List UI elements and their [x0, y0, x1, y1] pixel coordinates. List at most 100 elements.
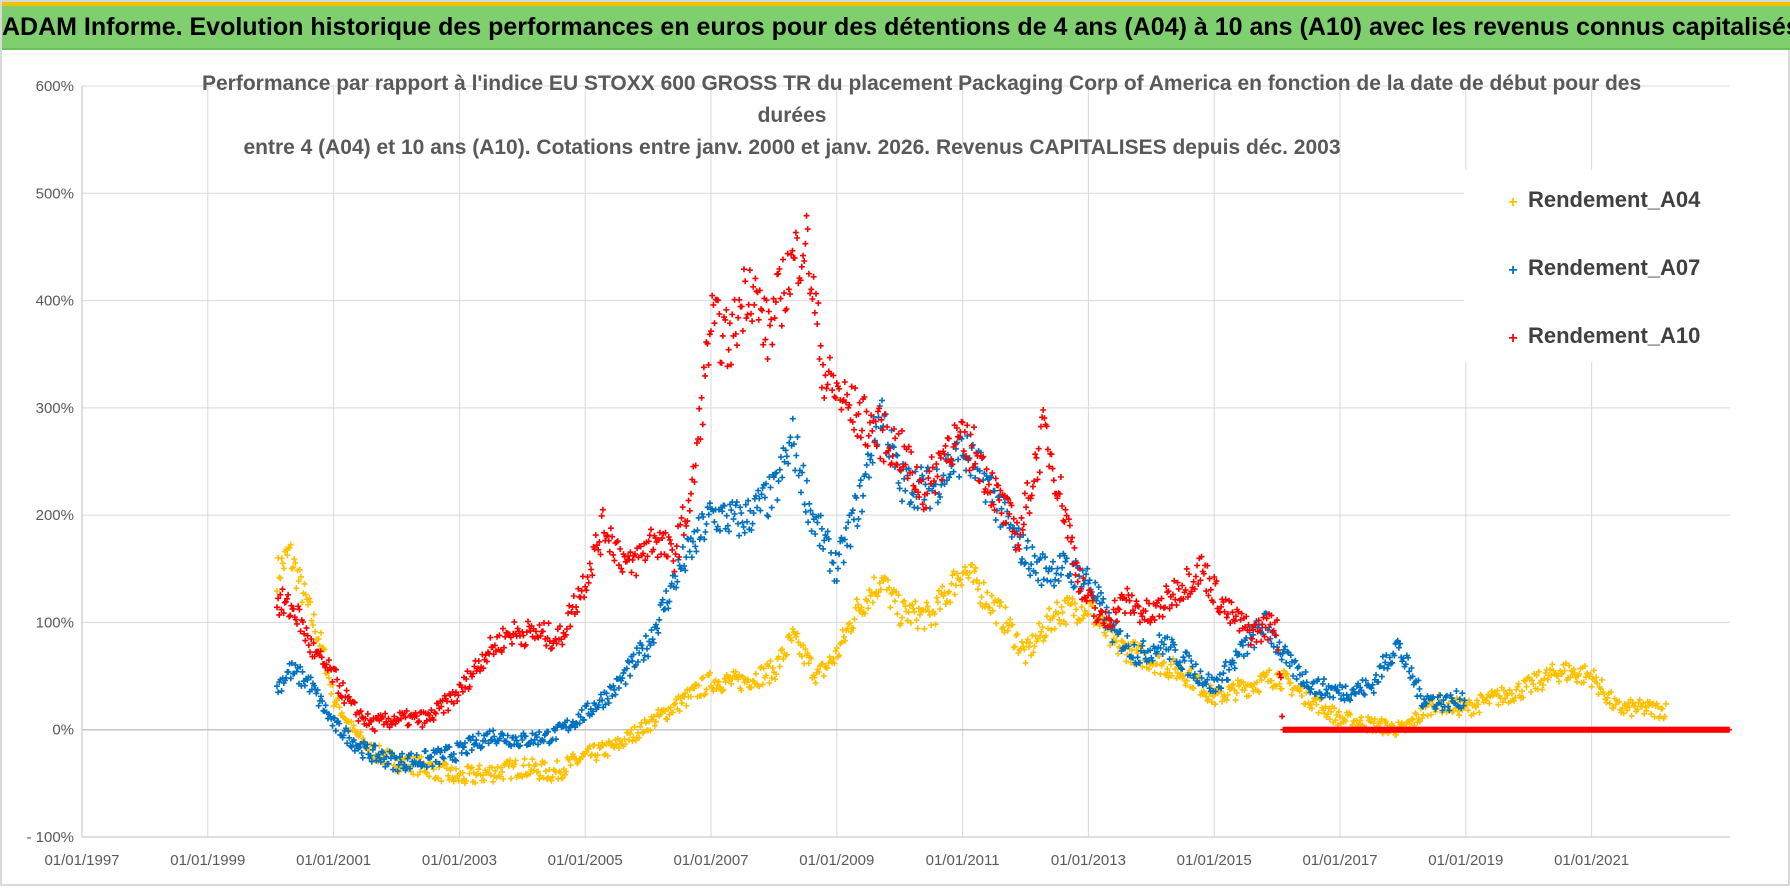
data-point — [1205, 671, 1212, 678]
data-point — [732, 502, 739, 509]
data-point — [971, 568, 978, 575]
data-point — [1397, 640, 1404, 647]
data-point — [1640, 700, 1647, 707]
data-point — [453, 757, 459, 764]
data-point — [1499, 699, 1506, 706]
data-point — [297, 663, 304, 670]
data-point — [615, 745, 622, 752]
data-point — [500, 776, 507, 782]
data-point — [655, 537, 662, 544]
data-point — [899, 427, 905, 434]
data-point — [1040, 576, 1047, 583]
data-point — [476, 762, 483, 769]
data-point — [326, 674, 332, 681]
data-point — [1287, 679, 1294, 686]
x-tick-label: 01/01/2017 — [1302, 852, 1377, 869]
data-point — [1298, 693, 1305, 699]
data-point — [293, 585, 300, 592]
data-point — [996, 497, 1003, 504]
data-point — [336, 720, 343, 727]
data-point — [868, 452, 875, 459]
data-point — [858, 604, 865, 611]
data-point — [499, 625, 506, 632]
data-point — [636, 649, 643, 656]
data-point — [1222, 596, 1229, 603]
data-point — [1292, 657, 1299, 664]
data-point — [830, 655, 837, 662]
data-point — [467, 737, 474, 744]
data-point — [1375, 678, 1382, 685]
data-point — [1056, 616, 1063, 623]
data-point — [803, 477, 810, 484]
data-point — [764, 512, 771, 519]
data-point — [1608, 689, 1615, 695]
data-point — [1023, 544, 1030, 551]
data-point — [1494, 687, 1501, 694]
chart-title-line-3: entre 4 (A04) et 10 ans (A10). Cotations… — [243, 136, 1341, 159]
data-point — [475, 766, 482, 773]
data-point — [969, 464, 976, 471]
data-point — [1086, 577, 1093, 584]
data-point — [1191, 671, 1198, 678]
data-point — [1166, 656, 1173, 663]
data-point — [508, 743, 515, 749]
data-point — [775, 270, 782, 277]
data-point — [438, 703, 445, 710]
data-point — [691, 479, 698, 485]
data-point — [653, 621, 659, 628]
data-point — [304, 632, 311, 639]
data-point — [751, 301, 758, 308]
data-point — [438, 778, 445, 785]
data-point — [1214, 605, 1221, 612]
data-point — [904, 475, 911, 482]
data-point — [491, 642, 498, 649]
data-point — [432, 758, 439, 765]
data-point — [589, 572, 596, 579]
data-point — [538, 761, 545, 768]
data-point — [1158, 595, 1165, 602]
data-point — [1259, 621, 1266, 628]
data-point — [511, 619, 518, 625]
data-point — [1347, 697, 1354, 704]
data-point — [656, 529, 663, 536]
data-point — [1151, 645, 1158, 652]
data-point — [512, 734, 519, 741]
data-point — [711, 518, 718, 525]
data-point — [629, 657, 636, 664]
data-point — [1378, 673, 1385, 680]
data-point — [1107, 642, 1114, 649]
data-point — [1035, 445, 1042, 452]
data-point — [844, 391, 851, 398]
data-point — [923, 599, 930, 606]
data-point — [1200, 570, 1207, 577]
data-point — [1561, 667, 1568, 674]
data-point — [780, 256, 786, 263]
data-point — [1147, 619, 1154, 626]
data-point — [613, 539, 620, 546]
data-point — [423, 769, 430, 776]
data-point — [745, 497, 752, 504]
data-point — [774, 497, 781, 504]
data-point — [960, 448, 967, 455]
data-point — [809, 511, 816, 518]
data-point — [832, 395, 839, 401]
data-point — [1235, 608, 1242, 615]
data-point — [413, 713, 420, 719]
data-point — [682, 690, 689, 697]
data-point — [1406, 668, 1413, 675]
data-point — [1319, 680, 1326, 687]
data-point — [609, 693, 616, 699]
data-point — [1257, 627, 1263, 634]
data-point — [884, 577, 891, 583]
data-point — [596, 744, 603, 751]
data-point — [1421, 696, 1428, 703]
data-point — [1274, 617, 1281, 624]
data-point — [371, 727, 378, 734]
data-point — [329, 722, 336, 729]
data-point — [956, 473, 963, 480]
data-point — [1233, 690, 1240, 696]
data-point — [927, 480, 934, 487]
data-point — [635, 554, 642, 561]
data-point — [952, 582, 959, 589]
data-point — [1632, 703, 1639, 710]
